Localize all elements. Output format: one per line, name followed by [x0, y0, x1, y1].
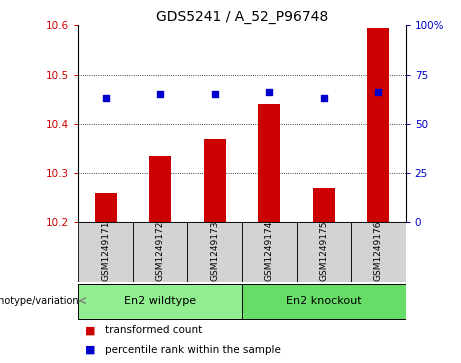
- Text: percentile rank within the sample: percentile rank within the sample: [105, 345, 280, 355]
- Point: [375, 89, 382, 95]
- Text: genotype/variation: genotype/variation: [0, 295, 79, 306]
- Bar: [296, 222, 351, 282]
- Bar: [204, 139, 226, 222]
- Bar: [313, 188, 335, 222]
- Bar: [351, 222, 406, 282]
- Bar: [242, 222, 296, 282]
- Bar: [149, 156, 171, 222]
- Text: En2 knockout: En2 knockout: [286, 295, 362, 306]
- Text: GSM1249174: GSM1249174: [265, 221, 274, 281]
- Text: GSM1249173: GSM1249173: [210, 221, 219, 281]
- Bar: [242, 284, 406, 319]
- Point: [157, 91, 164, 97]
- Title: GDS5241 / A_52_P96748: GDS5241 / A_52_P96748: [156, 11, 328, 24]
- Text: GSM1249176: GSM1249176: [374, 221, 383, 281]
- Point: [266, 89, 273, 95]
- Bar: [188, 222, 242, 282]
- Text: ■: ■: [85, 325, 95, 335]
- Point: [102, 95, 109, 101]
- Text: En2 wildtype: En2 wildtype: [124, 295, 196, 306]
- Text: ■: ■: [85, 345, 95, 355]
- Bar: [78, 222, 133, 282]
- Bar: [95, 193, 117, 222]
- Text: GSM1249172: GSM1249172: [156, 221, 165, 281]
- Bar: [258, 104, 280, 222]
- Point: [211, 91, 219, 97]
- Point: [320, 95, 327, 101]
- Text: GSM1249175: GSM1249175: [319, 221, 328, 281]
- Bar: [367, 28, 389, 222]
- Bar: [133, 222, 188, 282]
- Text: transformed count: transformed count: [105, 325, 202, 335]
- Bar: [78, 284, 242, 319]
- Text: GSM1249171: GSM1249171: [101, 221, 110, 281]
